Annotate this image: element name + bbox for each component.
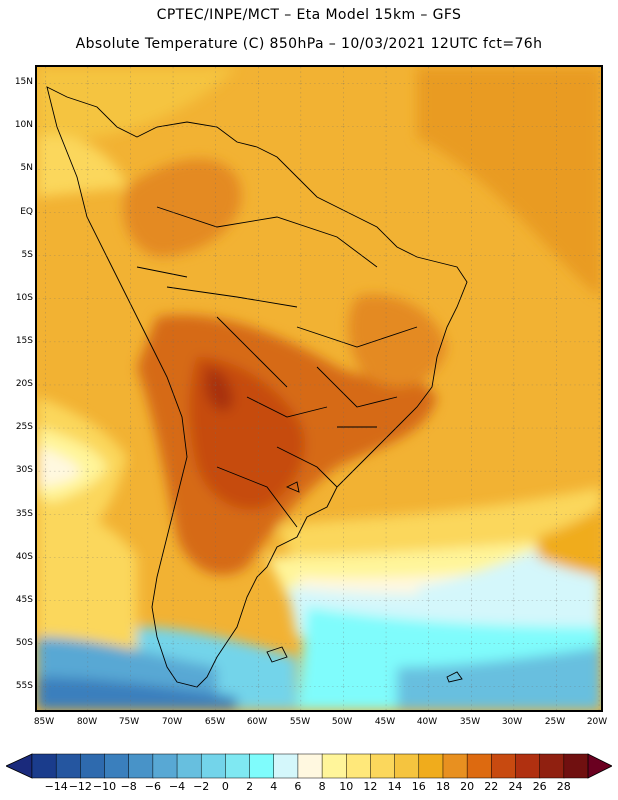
lat-label-45s: 45S [15, 595, 33, 605]
colorbar-label: −6 [144, 780, 161, 793]
colorbar-cell [515, 753, 541, 779]
colorbar-cell [31, 753, 57, 779]
colorbar-label: 10 [339, 780, 354, 793]
colorbar-label: −14 [44, 780, 68, 793]
colorbar-cell [346, 753, 371, 779]
colorbar-label: −12 [68, 780, 92, 793]
colorbar-cell [80, 753, 106, 779]
lon-label-75w: 75W [118, 717, 140, 727]
lon-label-25w: 25W [544, 717, 566, 727]
colorbar-label: 14 [387, 780, 402, 793]
colorbar-cell [539, 753, 565, 779]
lat-label-10s: 10S [15, 293, 33, 303]
colorbar-cell [55, 753, 81, 779]
colorbar-cell [273, 753, 299, 779]
colorbar-cell [466, 753, 492, 779]
colorbar-cell [225, 753, 251, 779]
lat-label-55s: 55S [15, 681, 33, 691]
colorbar-cell [321, 753, 347, 779]
colorbar-label: 22 [484, 780, 499, 793]
colorbar-cell [128, 753, 154, 779]
lon-label-20w: 20W [586, 717, 608, 727]
colorbar-label: 8 [318, 780, 326, 793]
colorbar-label: 18 [436, 780, 450, 793]
title-line-1: CPTEC/INPE/MCT – Eta Model 15km – GFS [156, 7, 462, 23]
colorbar-label: 20 [460, 780, 475, 793]
lon-label-45w: 45W [374, 717, 396, 727]
colorbar-cell [563, 753, 589, 779]
colorbar-cell [491, 753, 517, 779]
colorbar-cell [418, 753, 444, 779]
lon-label-35w: 35W [459, 717, 481, 727]
colorbar-cell [249, 753, 275, 779]
colorbar-label: −2 [193, 780, 210, 793]
lat-label-5s: 5S [21, 250, 33, 260]
lon-label-30w: 30W [501, 717, 523, 727]
lon-label-85w: 85W [33, 717, 55, 727]
temperature-map [35, 65, 603, 712]
lat-label-5n: 5N [20, 163, 33, 173]
colorbar-label: 0 [221, 780, 229, 793]
colorbar-cell [370, 753, 396, 779]
lon-label-65w: 65W [204, 717, 226, 727]
colorbar-label: 28 [556, 780, 571, 793]
colorbar-label: 4 [270, 780, 278, 793]
lon-label-50w: 50W [331, 717, 353, 727]
lat-label-35s: 35S [15, 509, 33, 519]
colorbar-cell [297, 753, 323, 779]
lon-label-70w: 70W [161, 717, 183, 727]
colorbar-label: −4 [168, 780, 186, 793]
colorbar-label: 16 [411, 780, 426, 793]
lat-lon-grid [37, 67, 601, 710]
colorbar-cells [31, 753, 589, 779]
colorbar-cell [442, 753, 468, 779]
map-canvas [37, 67, 601, 710]
colorbar-label: 6 [294, 780, 302, 793]
colorbar-label: −8 [120, 780, 137, 793]
lon-label-40w: 40W [416, 717, 438, 727]
colorbar-cell [104, 753, 130, 779]
colorbar-label: 24 [508, 780, 523, 793]
colorbar-over-arrow [587, 753, 612, 779]
lat-label-40s: 40S [15, 552, 33, 562]
title-line-2: Absolute Temperature (C) 850hPa – 10/03/… [75, 36, 543, 52]
colorbar-cell [200, 753, 226, 779]
colorbar-cell [176, 753, 202, 779]
lat-label-15n: 15N [14, 77, 33, 87]
lat-label-15s: 15S [15, 336, 33, 346]
lat-label-30s: 30S [15, 465, 33, 475]
colorbar-cell [394, 753, 420, 779]
lat-label-eq: EQ [20, 207, 33, 217]
colorbar-label: 26 [532, 780, 547, 793]
lon-label-80w: 80W [76, 717, 98, 727]
colorbar-label: 2 [246, 780, 254, 793]
lon-label-60w: 60W [246, 717, 268, 727]
colorbar-under-arrow [6, 753, 33, 779]
colorbar [6, 753, 612, 779]
lat-label-20s: 20S [15, 379, 33, 389]
lat-label-10n: 10N [14, 120, 33, 130]
lat-label-25s: 25S [15, 422, 33, 432]
colorbar-label: 12 [363, 780, 378, 793]
lon-label-55w: 55W [289, 717, 311, 727]
colorbar-label: −10 [92, 780, 117, 793]
colorbar-cell [152, 753, 178, 779]
lat-label-50s: 50S [15, 638, 33, 648]
